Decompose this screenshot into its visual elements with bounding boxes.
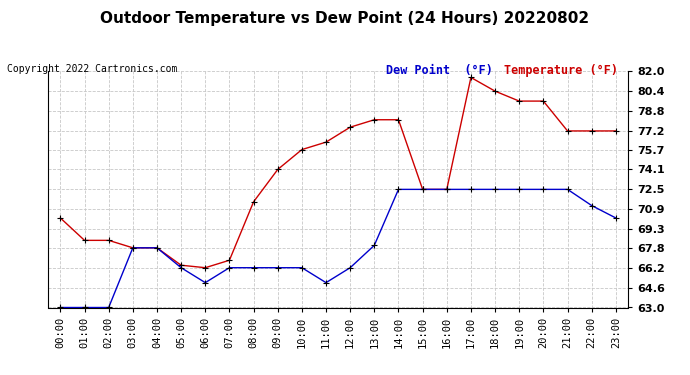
Text: Dew Point  (°F): Dew Point (°F) — [386, 64, 493, 77]
Text: Copyright 2022 Cartronics.com: Copyright 2022 Cartronics.com — [7, 64, 177, 74]
Text: Outdoor Temperature vs Dew Point (24 Hours) 20220802: Outdoor Temperature vs Dew Point (24 Hou… — [101, 11, 589, 26]
Text: Temperature (°F): Temperature (°F) — [504, 64, 618, 77]
